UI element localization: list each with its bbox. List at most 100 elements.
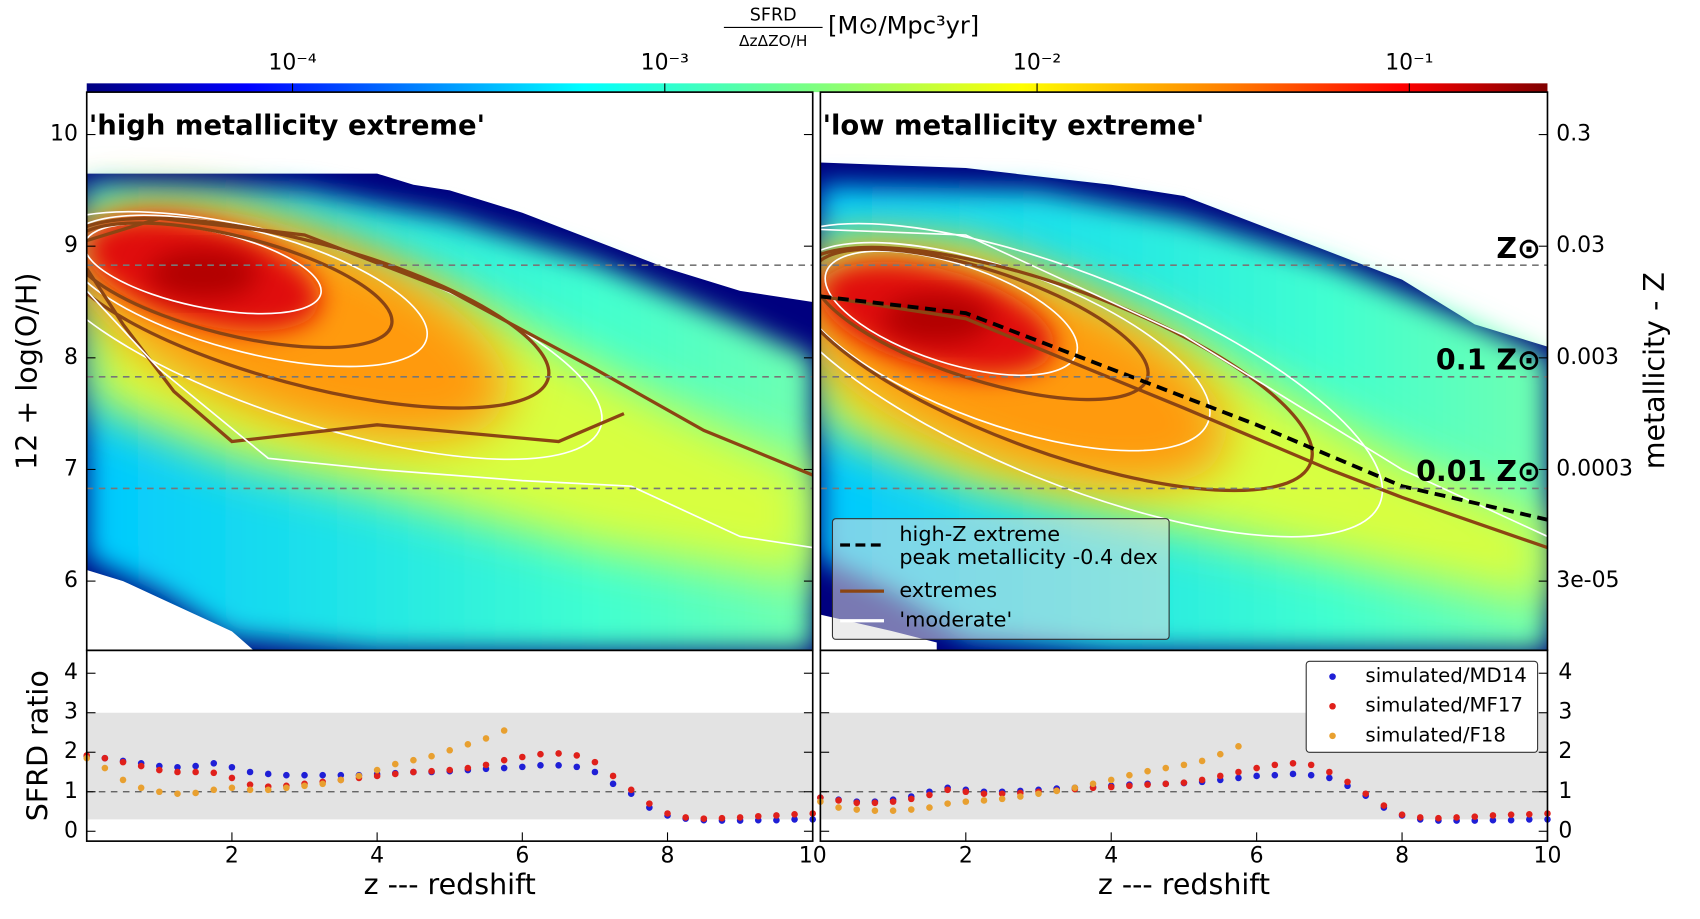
data-point (410, 768, 417, 776)
data-point (355, 772, 363, 780)
x-axis-label: z --- redshift (1098, 868, 1270, 901)
y2-tick-label: 0.03 (1556, 233, 1605, 258)
data-point (889, 798, 897, 805)
data-point (1289, 770, 1297, 778)
y-tick-label: 1 (64, 779, 78, 804)
data-point (1235, 768, 1242, 776)
data-point (926, 804, 933, 811)
y-tick-label: 0 (64, 818, 78, 843)
data-point (1526, 810, 1533, 818)
data-point (373, 772, 381, 780)
data-point (337, 771, 345, 779)
data-point (700, 815, 708, 822)
contour (86, 216, 813, 477)
data-point (1471, 813, 1479, 820)
data-point (1489, 816, 1497, 824)
data-point (1144, 781, 1151, 788)
data-point (555, 761, 562, 769)
data-point (500, 727, 508, 734)
data-point (228, 784, 236, 792)
reference-label: 0.1 Z⊙ (1436, 343, 1541, 376)
y-tick-label: 4 (1558, 660, 1572, 685)
y-axis-label: SFRD ratio (22, 670, 55, 821)
data-point (573, 752, 581, 759)
y-tick-label: 3 (1558, 700, 1572, 725)
colorbar-tick-label: 10⁻¹ (1385, 51, 1433, 76)
data-point (1253, 764, 1260, 772)
data-point (609, 772, 617, 780)
legend-swatch (1329, 702, 1336, 710)
data-point (1289, 760, 1297, 767)
x-tick-label: 6 (515, 843, 529, 868)
data-point (428, 752, 435, 760)
data-point (519, 753, 526, 761)
data-point (210, 769, 218, 777)
legend-box (831, 518, 1170, 640)
data-point (962, 798, 970, 805)
data-point (101, 754, 109, 762)
data-point (174, 790, 181, 798)
data-point (889, 807, 897, 815)
data-point (1126, 771, 1133, 779)
tolerance-band (86, 712, 813, 820)
axes-frame (85, 649, 814, 842)
data-point (1362, 790, 1369, 798)
data-point (464, 741, 472, 748)
data-point (1216, 772, 1224, 780)
data-point (137, 762, 145, 770)
data-point (1126, 782, 1133, 790)
data-point (1507, 811, 1515, 818)
panel-title: 'low metallicity extreme' (823, 111, 1205, 142)
y2-axis-label: metallicity - Z (1638, 272, 1671, 469)
x-tick-label: 2 (225, 843, 239, 868)
y-tick-label: 7 (64, 456, 78, 481)
data-point (192, 762, 199, 770)
data-point (337, 776, 345, 784)
data-point (119, 758, 127, 766)
legend-label: high-Z extreme (899, 522, 1060, 546)
data-point (228, 763, 236, 771)
data-point (835, 797, 842, 804)
data-point (591, 768, 599, 776)
data-point (1526, 816, 1533, 823)
data-point (1326, 768, 1333, 776)
data-point (871, 799, 879, 807)
heatmap-core (881, 294, 992, 343)
data-point (1326, 774, 1333, 782)
y-axis-label: 12 + log(O/H) (11, 273, 44, 470)
contour (820, 228, 1548, 538)
data-point (1271, 771, 1279, 779)
colorbar-label-unit: [M⊙/Mpc³yr] (828, 11, 979, 39)
data-point (791, 816, 798, 823)
data-point (1071, 784, 1079, 792)
data-point (871, 807, 879, 815)
data-point (246, 786, 254, 794)
data-point (446, 766, 454, 774)
y-tick-label: 2 (64, 739, 78, 764)
y2-tick-label: 0.0003 (1556, 456, 1633, 481)
y-tick-label: 2 (1558, 739, 1572, 764)
data-point (283, 784, 290, 792)
data-point (907, 806, 915, 813)
data-point (591, 758, 599, 766)
x-tick-label: 8 (661, 843, 675, 868)
data-point (646, 800, 653, 807)
colorbar-tick-label: 10⁻³ (641, 51, 689, 76)
data-point (1216, 750, 1224, 758)
x-tick-label: 10 (799, 843, 827, 868)
data-point (1017, 793, 1024, 800)
data-point (210, 786, 218, 794)
data-point (192, 789, 199, 797)
y-tick-label: 4 (64, 660, 78, 685)
y-tick-label: 3 (64, 700, 78, 725)
legend-box (1305, 660, 1539, 753)
panel-title: 'high metallicity extreme' (89, 111, 485, 142)
legend-label: simulated/F18 (1365, 723, 1505, 746)
data-point (980, 797, 988, 804)
data-point (944, 800, 951, 807)
data-point (174, 763, 181, 771)
legend-label: simulated/MD14 (1365, 664, 1526, 687)
data-point (500, 756, 508, 764)
heatmap (86, 173, 813, 651)
